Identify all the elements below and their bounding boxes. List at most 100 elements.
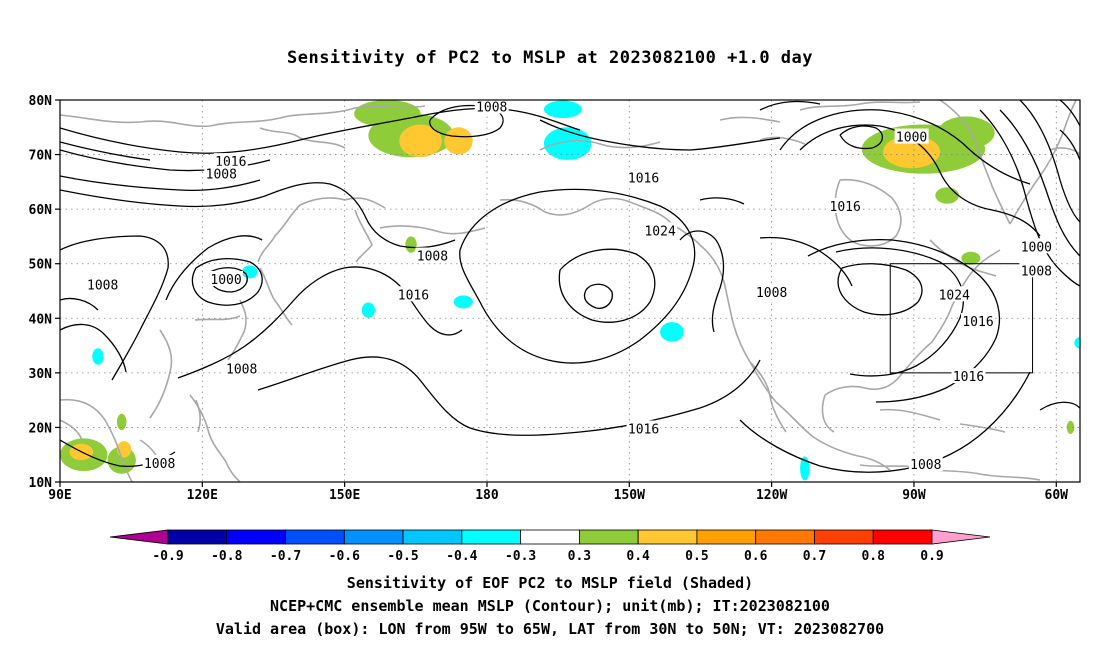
colorbar-swatch-max <box>931 529 991 545</box>
contour-label-bg <box>224 360 259 376</box>
colorbar: -0.9 -0.8 -0.7 -0.6 -0.5 -0.4 -0.3 0.3 0.4 0.5 0.6… <box>109 529 991 564</box>
shaded-region <box>405 236 417 253</box>
contour-label-bg <box>908 455 943 471</box>
x-tick-label: 90E <box>48 488 71 503</box>
y-tick-label: 60N <box>29 203 53 218</box>
shaded-region <box>399 124 442 158</box>
contour-label-bg <box>643 222 678 238</box>
x-tick-label: 180 <box>475 488 499 503</box>
contour-label: 1008 <box>756 286 787 301</box>
colorbar-swatch <box>226 529 286 545</box>
shaded-region <box>444 127 473 155</box>
y-axis: 80N 70N 60N 50N 40N 30N 20N 10N <box>29 94 60 491</box>
y-tick-label: 20N <box>29 421 53 436</box>
colorbar-swatch <box>167 529 228 545</box>
contour-label-bg <box>754 284 789 300</box>
colorbar-label: 0.9 <box>920 549 943 564</box>
colorbar-swatch <box>285 529 345 545</box>
x-tick-label: 120W <box>756 488 787 503</box>
colorbar-label: -0.9 <box>152 549 183 564</box>
contour-label: 1016 <box>628 423 659 438</box>
contour-label: 1016 <box>830 200 861 215</box>
y-tick-label: 40N <box>29 312 53 327</box>
y-tick-label: 70N <box>29 149 53 164</box>
contour-label: 1000 <box>210 273 241 288</box>
contour-label-bg <box>1019 262 1054 278</box>
contour-label-bg <box>213 153 248 169</box>
colorbar-swatch <box>755 529 815 545</box>
caption-line-1: Sensitivity of EOF PC2 to MSLP field (Sh… <box>346 574 754 592</box>
contour-label-bg <box>85 276 120 292</box>
contour-label: 1008 <box>417 250 448 265</box>
colorbar-swatch <box>637 529 698 545</box>
contour-label: 1016 <box>628 171 659 186</box>
shaded-region <box>1066 420 1075 434</box>
colorbar-label: -0.6 <box>329 549 360 564</box>
x-tick-label: 60W <box>1045 488 1069 503</box>
contour-label: 1008 <box>1021 264 1052 279</box>
contour-label: 1008 <box>206 168 237 183</box>
contour-label-bg <box>961 313 995 329</box>
y-tick-label: 10N <box>29 476 53 491</box>
contour-label: 1016 <box>953 370 984 385</box>
colorbar-label: -0.5 <box>387 549 418 564</box>
contour-label: 1000 <box>896 131 927 146</box>
shaded-region <box>92 348 104 365</box>
colorbar-swatch <box>343 529 404 545</box>
colorbar-label: -0.7 <box>270 549 301 564</box>
contour-label-bg <box>204 165 239 181</box>
shaded-region <box>883 135 941 169</box>
shaded-region <box>543 127 592 161</box>
shaded-region <box>361 302 376 318</box>
colorbar-swatch <box>872 529 933 545</box>
x-tick-label: 120E <box>187 488 218 503</box>
contour-label-bg <box>209 270 244 286</box>
colorbar-label: 0.4 <box>626 549 650 564</box>
shaded-region <box>961 251 981 265</box>
contour-labels: 1008 1016 1008 1008 1000 1008 1016 1008 1008 1016… <box>85 98 1054 473</box>
colorbar-label: 0.6 <box>744 549 768 564</box>
colorbar-swatch <box>520 529 580 545</box>
colorbar-label: 0.7 <box>803 549 826 564</box>
contour-label-bg <box>1019 238 1054 254</box>
colorbar-label: -0.3 <box>505 549 536 564</box>
contour-label: 1008 <box>144 457 175 472</box>
colorbar-swatch <box>578 529 639 545</box>
colorbar-label: -0.8 <box>211 549 242 564</box>
colorbar-swatch <box>814 529 874 545</box>
contour-label-bg <box>415 247 450 263</box>
contour-label: 1008 <box>226 362 257 377</box>
colorbar-label: -0.4 <box>446 549 477 564</box>
colorbar-label: 0.5 <box>685 549 708 564</box>
x-tick-label: 90W <box>902 488 926 503</box>
contour-label-bg <box>937 286 972 302</box>
colorbar-swatch-min <box>109 529 169 545</box>
shaded-region <box>800 456 810 481</box>
contour-label: 1024 <box>939 288 970 303</box>
contour-label-bg <box>142 454 177 470</box>
y-tick-label: 50N <box>29 258 53 273</box>
y-tick-label: 30N <box>29 367 53 382</box>
contour-label: 1024 <box>644 224 675 239</box>
shaded-region <box>543 100 582 119</box>
y-tick-label: 80N <box>29 94 53 109</box>
caption-line-2: NCEP+CMC ensemble mean MSLP (Contour); u… <box>270 597 830 615</box>
colorbar-swatch <box>402 529 463 545</box>
colorbar-label: 0.8 <box>861 549 885 564</box>
shaded-region <box>116 413 127 431</box>
plot-frame <box>59 99 1081 483</box>
contour-label: 1008 <box>87 278 118 293</box>
shaded-region <box>1074 337 1080 349</box>
contour-label-bg <box>626 420 661 436</box>
colorbar-label: 0.3 <box>568 549 591 564</box>
contour-label: 1000 <box>1021 240 1052 255</box>
contour-label-bg <box>951 368 986 384</box>
contour-label-bg <box>828 197 863 213</box>
x-tick-label: 150E <box>329 488 360 503</box>
page-title: Sensitivity of PC2 to MSLP at 2023082100… <box>286 48 813 68</box>
x-axis: 90E 120E 150E 180 150W 120W 90W 60W <box>48 482 1068 503</box>
shaded-region <box>935 187 960 204</box>
colorbar-swatch <box>696 529 757 545</box>
contour-label-bg <box>396 286 431 302</box>
